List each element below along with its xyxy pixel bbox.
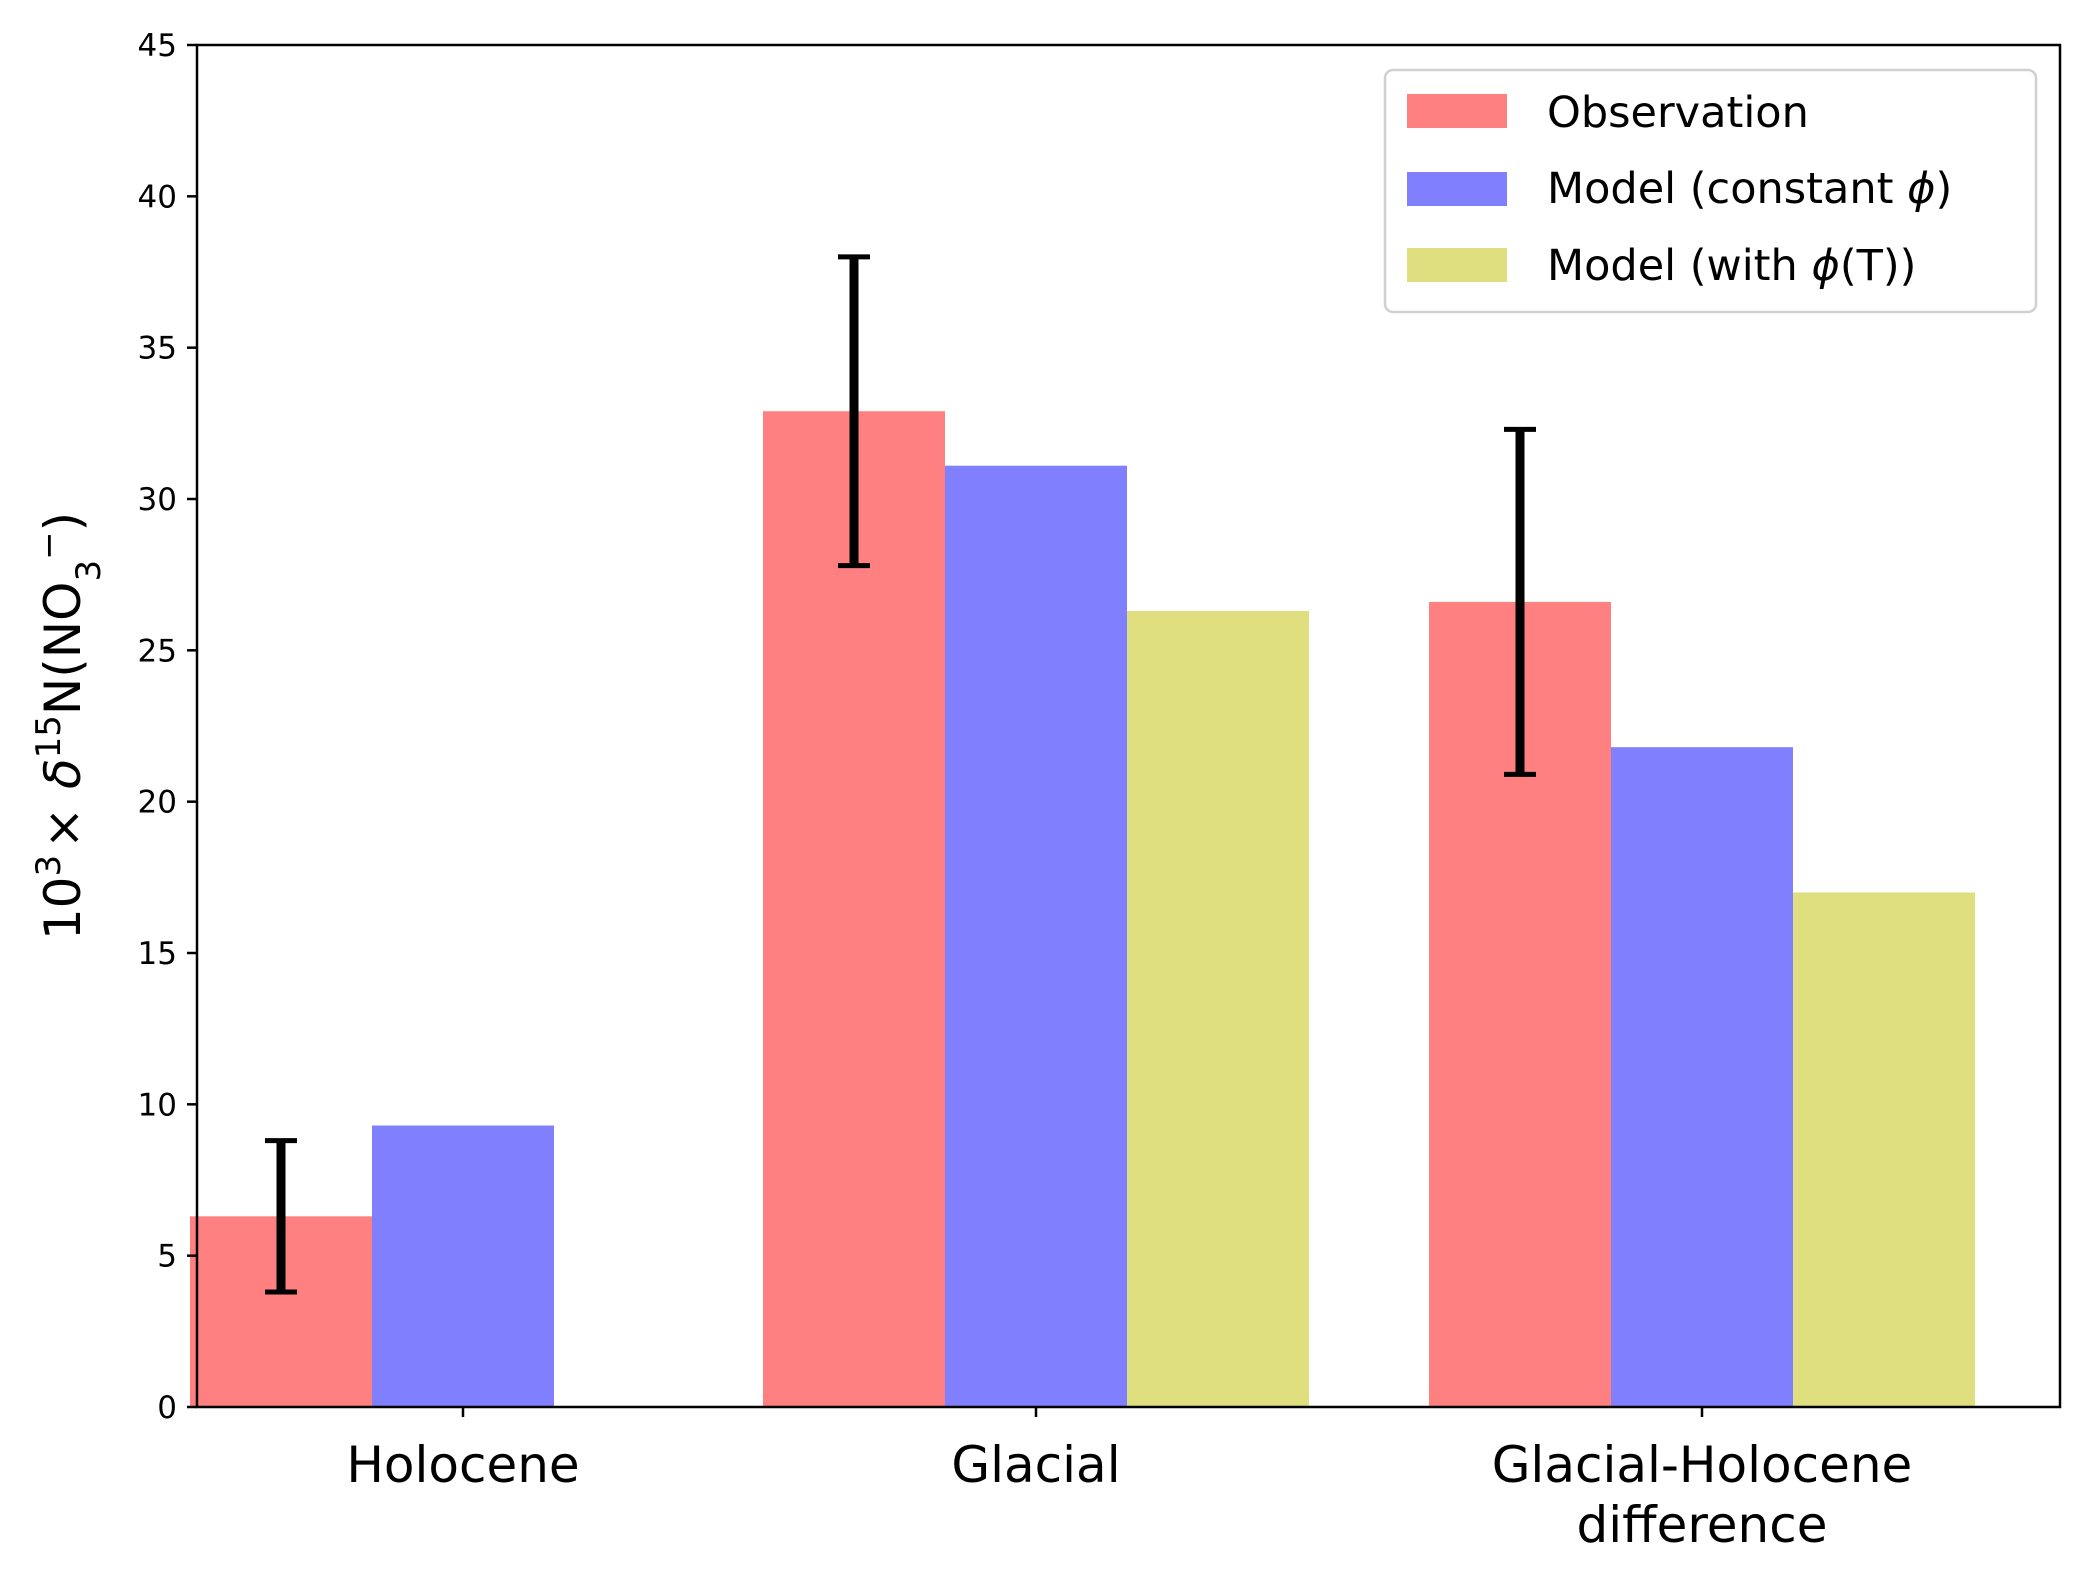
bar-series0-cat1 (763, 411, 945, 1407)
plot-area-frame (195, 43, 2062, 1409)
legend-swatch-model-constant (1407, 172, 1507, 206)
y-tick-label: 0 (157, 1390, 177, 1426)
ylabel-exponent: 3 (29, 855, 69, 877)
y-axis: 0 5 10 15 20 25 30 35 40 45 (138, 28, 197, 1426)
y-tick-label: 10 (138, 1087, 177, 1123)
y-tick-label: 30 (138, 482, 177, 518)
ylabel-charge: − (29, 531, 69, 560)
x-tick-label: difference (1576, 1496, 1827, 1554)
y-tick-label: 5 (157, 1239, 177, 1275)
legend-box (1383, 68, 2038, 314)
ylabel-delta: δ (34, 758, 92, 789)
y-tick-label: 25 (138, 633, 177, 669)
error-bars-layer (265, 254, 1536, 1295)
ylabel-close: ) (34, 512, 92, 532)
y-tick-label: 15 (138, 936, 177, 972)
legend-swatch-model-with-t (1407, 248, 1507, 282)
x-tick-label: Glacial-Holocene (1492, 1436, 1913, 1494)
x-tick-label: Holocene (346, 1436, 579, 1494)
y-tick-label: 20 (138, 785, 177, 821)
ylabel-mid: N(NO (34, 581, 92, 715)
ylabel-subscript: 3 (69, 560, 109, 582)
ylabel-isotope: 15 (29, 715, 69, 758)
x-axis: Holocene Glacial Glacial-Holocenedifferenc… (346, 1407, 1912, 1554)
bar-series1-cat2 (1611, 747, 1793, 1407)
y-axis-label: 103×δ15N(NO3−) (29, 512, 109, 940)
bars-layer (190, 411, 1975, 1407)
y-tick-label: 40 (138, 179, 177, 215)
ylabel-times: × (34, 807, 92, 849)
y-tick-label: 45 (138, 28, 177, 64)
bar-series1-cat0 (372, 1125, 554, 1407)
legend: Observation Model (constant ϕ) Model (wi… (1383, 68, 2038, 314)
y-tick-label: 35 (138, 331, 177, 367)
ylabel-base: 10 (34, 877, 92, 941)
legend-swatch-observation (1407, 94, 1507, 128)
bar-series1-cat1 (945, 465, 1127, 1407)
bar-series2-cat2 (1793, 892, 1975, 1407)
x-tick-label: Glacial (951, 1436, 1120, 1494)
bar-series2-cat1 (1127, 610, 1309, 1407)
legend-label-model-with-t: Model (with ϕ(T)) (1547, 241, 1916, 291)
legend-label-model-constant: Model (constant ϕ) (1547, 164, 1952, 214)
legend-label-observation: Observation (1547, 88, 1809, 138)
